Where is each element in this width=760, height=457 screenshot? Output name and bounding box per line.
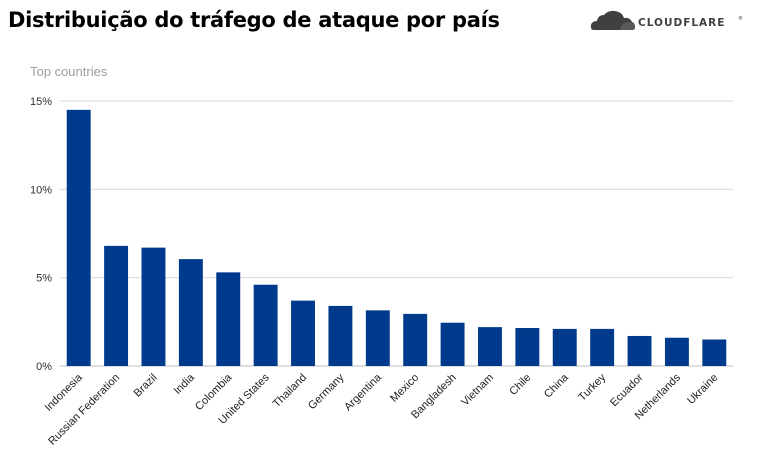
y-tick-label: 10%: [30, 184, 52, 196]
x-tick-label: China: [542, 371, 571, 400]
y-tick-label: 0%: [36, 361, 52, 373]
x-tick-label: Argentina: [342, 371, 384, 413]
x-tick-label: Russian Federation: [46, 372, 122, 448]
bar: [365, 310, 390, 366]
bar: [178, 259, 203, 366]
bar: [253, 284, 278, 366]
x-tick-label: Brazil: [132, 372, 160, 400]
x-tick-label: Thailand: [271, 372, 309, 410]
logo-wordmark: CLOUDFLARE: [638, 17, 726, 29]
bar: [104, 245, 129, 366]
bar: [216, 272, 241, 366]
x-tick-label: Chile: [507, 372, 533, 398]
bar: [403, 313, 428, 366]
x-tick-label: Ukraine: [685, 372, 720, 407]
x-tick-label: Vietnam: [459, 372, 496, 409]
x-tick-label: Mexico: [388, 372, 421, 405]
bar: [664, 337, 689, 366]
page-title: Distribuição do tráfego de ataque por pa…: [8, 8, 500, 32]
bar: [440, 322, 465, 366]
bar: [141, 247, 166, 366]
bar: [328, 305, 353, 366]
bar: [627, 335, 652, 366]
bar: [590, 328, 615, 366]
y-tick-label: 5%: [36, 273, 52, 285]
x-tick-label: Turkey: [576, 371, 608, 403]
y-tick-label: 15%: [30, 96, 52, 108]
cloud-icon: [590, 10, 635, 30]
bar: [515, 328, 540, 366]
bar: [291, 300, 315, 366]
cloudflare-logo: CLOUDFLARE ®: [590, 8, 750, 36]
x-tick-label: Germany: [306, 371, 347, 412]
bar: [702, 339, 727, 366]
chart-title: Top countries: [30, 64, 108, 79]
x-tick-label: India: [172, 371, 198, 397]
bar: [552, 328, 577, 366]
x-tick-label: Ecuador: [608, 371, 646, 409]
bar: [478, 327, 502, 366]
logo-trademark: ®: [738, 16, 743, 22]
bar: [66, 109, 91, 366]
